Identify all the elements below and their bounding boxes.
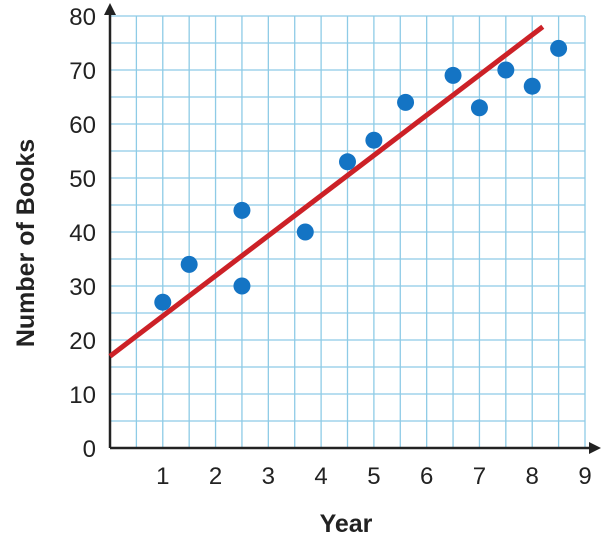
y-tick-label: 40	[69, 220, 96, 247]
data-point	[550, 39, 568, 57]
x-axis-arrowhead	[589, 442, 601, 454]
y-axis-arrowhead	[104, 3, 116, 15]
data-point	[365, 131, 383, 149]
y-tick-label: 60	[69, 112, 96, 139]
data-point	[397, 93, 415, 111]
data-point	[296, 223, 314, 241]
data-point	[180, 255, 198, 273]
grid	[110, 15, 586, 448]
y-tick-label: 50	[69, 166, 96, 193]
x-tick-label: 3	[262, 463, 275, 490]
x-tick-label: 9	[578, 463, 591, 490]
y-tick-label: 20	[69, 328, 96, 355]
x-tick-label: 5	[367, 463, 380, 490]
x-tick-label: 4	[314, 463, 327, 490]
data-point	[154, 293, 172, 311]
data-points	[154, 39, 568, 311]
axes	[104, 3, 601, 454]
x-tick-label: 7	[473, 463, 486, 490]
y-tick-label: 30	[69, 274, 96, 301]
y-tick-label: 80	[69, 4, 96, 31]
data-point	[470, 99, 488, 117]
x-tick-label: 6	[420, 463, 433, 490]
x-tick-label: 2	[209, 463, 222, 490]
y-axis-title: Number of Books	[12, 139, 40, 347]
data-point	[233, 201, 251, 219]
x-tick-label: 1	[156, 463, 169, 490]
data-point	[339, 153, 356, 171]
data-point	[497, 61, 515, 79]
x-tick-label: 8	[526, 463, 539, 490]
trend-line-group	[108, 24, 545, 359]
data-point	[233, 277, 251, 295]
x-axis-title: Year	[320, 510, 373, 538]
y-tick-label: 0	[83, 436, 96, 463]
y-tick-label: 70	[69, 58, 96, 85]
data-point	[444, 66, 462, 84]
trend-line	[108, 24, 545, 359]
data-point	[523, 77, 541, 95]
tick-labels: 1 2 3 4 5 6 7 8 9 0 10 20 30 40 50 60 70 80	[69, 4, 591, 490]
y-tick-label: 10	[69, 382, 96, 409]
